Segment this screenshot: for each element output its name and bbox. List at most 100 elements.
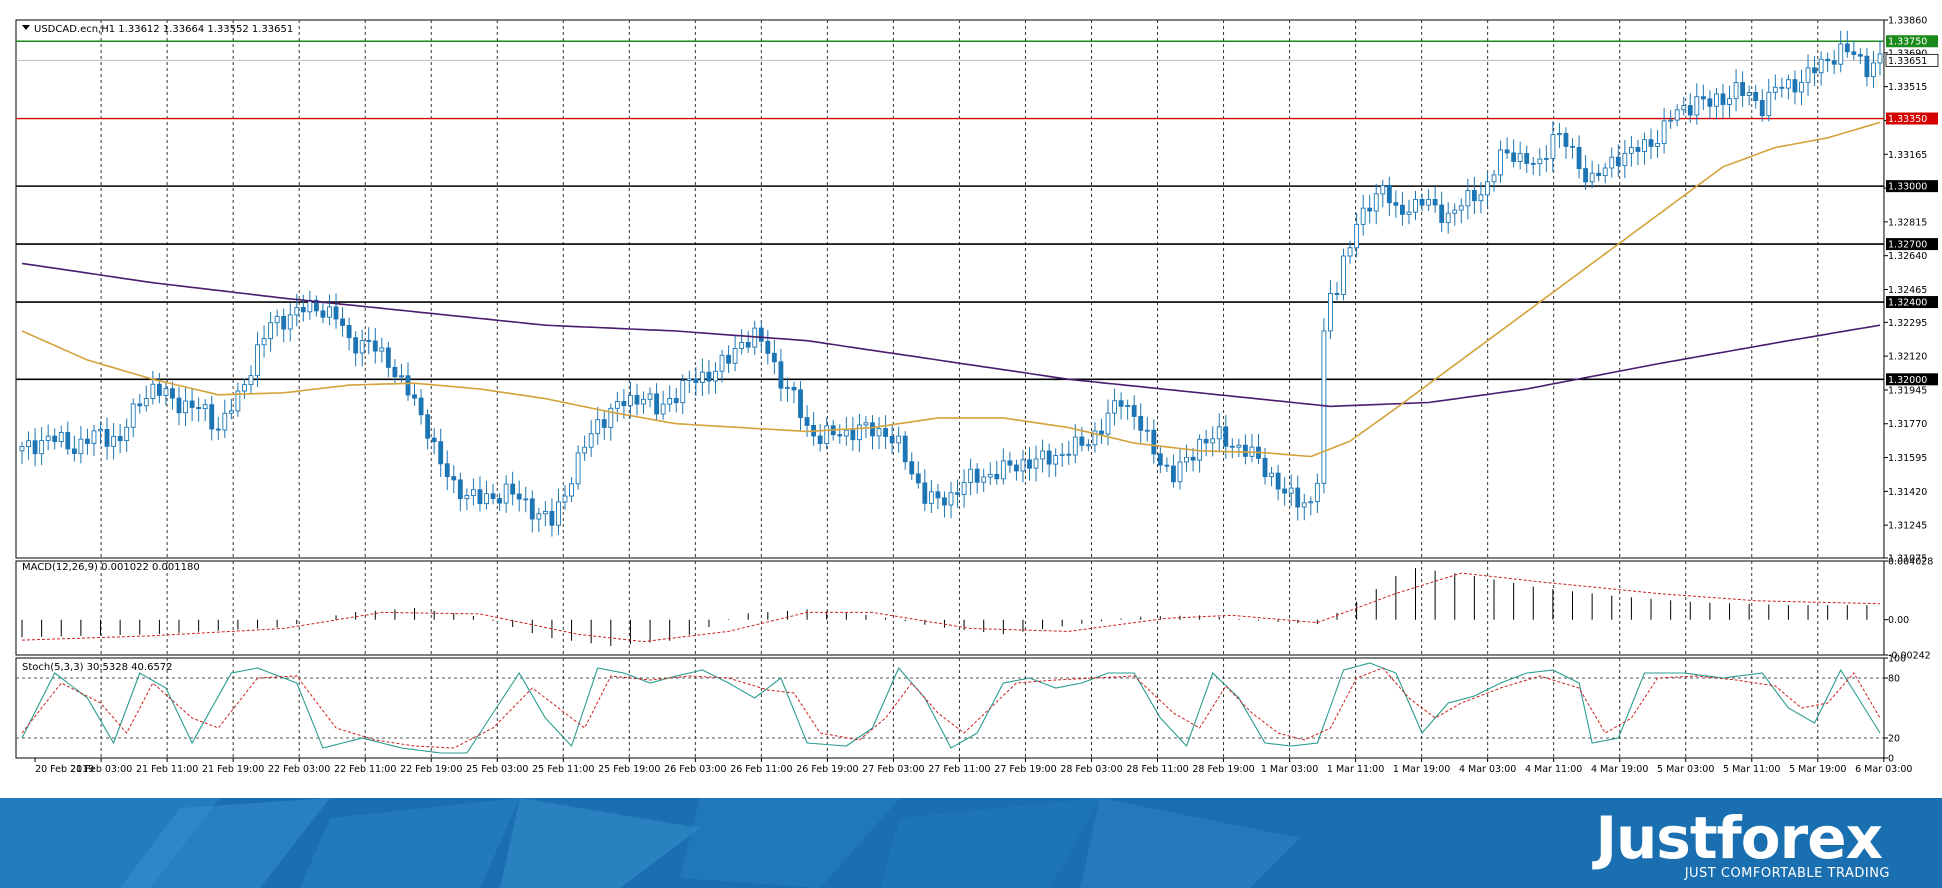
candle-body [503,483,509,504]
stoch-main-line [21,662,1881,754]
y-tick-label: 100 [1888,654,1906,665]
candle-body [156,383,162,396]
candle-body [1190,456,1196,461]
candle-body [228,410,234,414]
candle-body [78,438,84,455]
x-tick-label: 22 Feb 19:00 [400,764,462,775]
level-price-tag [1886,373,1938,386]
candle-body [562,495,568,503]
y-tick-label: 1.33690 [1888,48,1927,59]
candle-body [798,389,803,419]
candle-body [621,401,627,407]
y-tick-label: 1.33165 [1888,150,1927,161]
candle-body [1831,60,1837,65]
candle-body [1000,460,1006,480]
candle-body [889,435,895,444]
candle-body [1707,98,1713,107]
candle-body [1144,429,1150,432]
x-tick-label: 1 Mar 11:00 [1327,764,1384,775]
candle-body [1557,133,1562,136]
candle-body [379,347,385,352]
y-tick-label: 1.33860 [1888,16,1927,27]
candle-body [1609,156,1615,169]
candle-body [726,354,731,364]
candle-body [268,322,274,340]
candle-body [1426,198,1431,206]
candle-body [1282,488,1288,494]
candle-body [1661,120,1667,144]
x-tick-label: 26 Feb 03:00 [664,764,726,775]
candle-body [529,498,535,520]
macd-panel: 0.004028 0.00 -0.00242 [15,557,1933,662]
dropdown-triangle-icon[interactable] [22,25,30,30]
x-tick-label: 21 Feb 19:00 [202,764,264,775]
candle-body [1753,92,1759,101]
candle-body [19,446,25,452]
candle-body [425,414,431,439]
candle-body [340,318,345,326]
candle-body [1269,472,1274,478]
candle-body [961,482,967,495]
candle-body [994,473,1000,480]
candle-body [294,306,300,316]
candle-body [183,400,188,414]
candle-body [771,352,777,363]
candle-body [1138,416,1144,431]
candle-body [1792,79,1798,93]
candle-body [58,431,64,443]
candle-body [1687,105,1693,116]
candle-body [215,428,221,431]
candle-body [1655,143,1660,147]
candle-body [942,497,947,506]
candle-body [1799,81,1804,93]
candle-body [1785,79,1791,89]
candle-body [1386,184,1392,204]
candle-body [1700,96,1706,100]
candle-body [1458,205,1464,211]
candle-body [974,468,980,483]
candle-body [955,492,960,495]
price-panel: 1.338601.336901.335151.333401.331651.329… [15,16,1939,565]
candle-body [1334,292,1340,295]
candle-body [575,452,581,485]
candle-body [915,473,921,484]
candle-body [785,386,790,389]
candle-body [1465,190,1471,207]
candle-body [392,366,398,378]
candle-body [1007,460,1013,466]
y-tick-label: 1.32640 [1888,251,1927,262]
candle-body [327,306,332,318]
candle-body [1628,146,1634,154]
level-price-label: 1.33000 [1888,182,1927,193]
candle-body [222,412,228,431]
candle-body [1040,450,1046,460]
x-tick-label: 26 Feb 11:00 [730,764,792,775]
candle-body [1642,139,1647,152]
level-price-tag [1886,112,1938,125]
candle-body [451,476,457,481]
candle-body [569,483,574,497]
y-tick-label: 0.004028 [1888,557,1933,568]
candle-body [1373,193,1379,212]
current-price-label: 1.33651 [1888,56,1927,67]
x-tick-label: 5 Mar 19:00 [1789,764,1846,775]
candle-body [1759,100,1765,117]
x-tick-label: 28 Feb 03:00 [1060,764,1122,775]
candle-body [346,324,352,339]
candle-body [634,394,640,405]
candle-body [1530,162,1536,165]
candle-body [307,299,313,313]
candle-body [1210,438,1216,444]
candle-body [1092,430,1098,446]
candle-body [196,407,202,410]
candle-body [922,482,928,504]
candle-body [1118,400,1124,407]
stoch-signal-line [21,667,1881,749]
candle-body [1066,453,1072,456]
candle-body [313,299,319,312]
candle-body [91,430,97,444]
candle-body [1400,204,1405,215]
candle-body [1046,450,1052,465]
ma-slow-line [21,262,1881,408]
level-price-label: 1.33350 [1888,114,1927,125]
